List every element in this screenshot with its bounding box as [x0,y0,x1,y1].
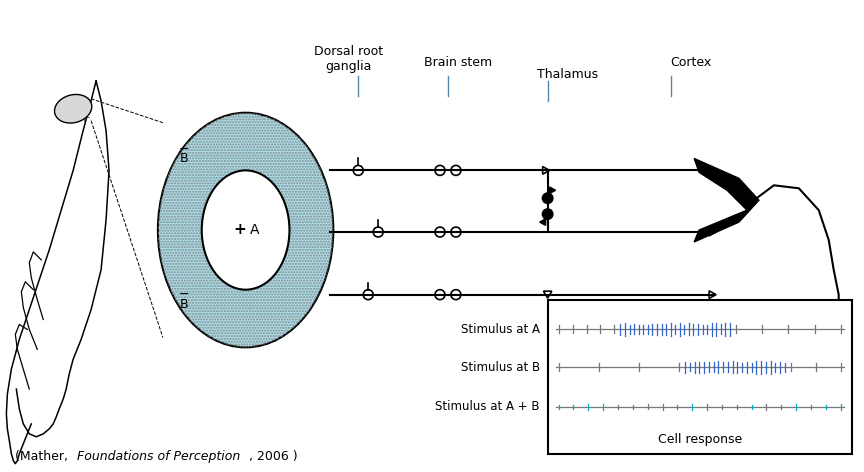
Text: Thalamus: Thalamus [537,68,598,81]
Text: Stimulus at A: Stimulus at A [461,323,540,336]
Text: +: + [233,222,246,237]
Text: Foundations of Perception: Foundations of Perception [77,450,240,463]
Text: Brain stem: Brain stem [424,56,492,69]
Text: A: A [250,223,259,237]
Text: Dorsal root
ganglia: Dorsal root ganglia [314,45,383,73]
Text: B: B [180,152,188,165]
Polygon shape [540,219,546,225]
Polygon shape [550,187,556,194]
Text: , 2006 ): , 2006 ) [249,450,297,463]
FancyBboxPatch shape [548,300,852,454]
Text: Stimulus at A + B: Stimulus at A + B [435,400,540,413]
Text: (Mather,: (Mather, [16,450,73,463]
Circle shape [542,208,554,220]
Text: −: − [179,143,189,155]
Text: Cortex: Cortex [670,56,712,69]
Text: B: B [180,297,188,311]
Text: Stimulus at B: Stimulus at B [461,361,540,374]
Ellipse shape [54,94,92,123]
Circle shape [542,192,554,204]
Text: −: − [179,287,189,301]
Ellipse shape [201,170,289,290]
Ellipse shape [158,113,334,347]
Text: Cell response: Cell response [658,433,742,447]
Polygon shape [694,159,759,242]
